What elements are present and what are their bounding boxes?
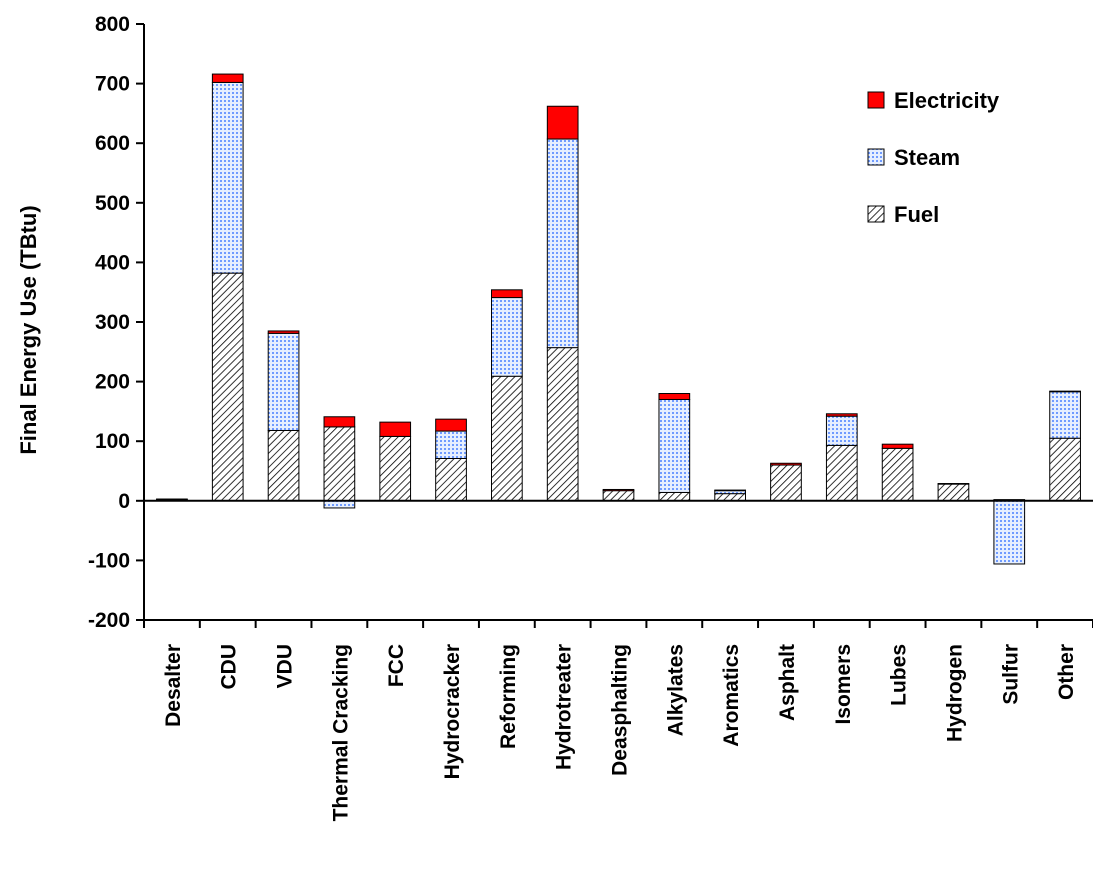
legend-label-electricity: Electricity [894, 88, 1000, 113]
bar-fuel-lubes [881, 447, 914, 502]
x-tick-label: Isomers [832, 644, 855, 725]
bar-fuel-reforming [491, 375, 523, 502]
legend-swatch-steam [867, 148, 885, 166]
plot-area: -200 -100 0 100 200 300 400 500 600 700 800 Desalte… [88, 13, 1093, 821]
x-tick-label: Asphalt [776, 644, 799, 721]
x-tick-label: Deasphalting [609, 644, 632, 776]
y-tick-label: 600 [95, 132, 130, 155]
bar-steam-isomers [825, 415, 858, 446]
y-tick-label: 100 [95, 430, 130, 453]
bar-steam-thermal-cracking [323, 500, 356, 509]
x-tick-label: Sulfur [999, 644, 1022, 705]
bar-fuel-isomers [825, 444, 858, 502]
bar-steam-alkylates [658, 398, 691, 493]
bar-steam-other [1049, 391, 1081, 439]
x-tick-label: FCC [385, 644, 408, 687]
legend: Electricity Steam Fuel [867, 88, 1000, 227]
bar-fuel-asphalt [770, 464, 802, 502]
legend-swatch-fuel [867, 205, 885, 223]
bar-electricity-isomers [825, 413, 858, 417]
x-tick-label: CDU [218, 644, 241, 690]
bar-fuel-hydrotreater [546, 347, 579, 502]
x-tick-label: Hydrogen [943, 644, 966, 742]
y-tick-label: 800 [95, 13, 130, 36]
y-tick-label: 400 [95, 251, 130, 274]
bar-fuel-hydrocracker [435, 457, 467, 502]
bar-electricity-fcc [379, 421, 412, 437]
bar-steam-reforming [491, 297, 523, 377]
bar-electricity-lubes [881, 443, 914, 449]
bar-fuel-hydrogen [937, 483, 970, 502]
bar-electricity-reforming [491, 289, 523, 299]
bar-fuel-other [1049, 437, 1081, 502]
y-tick-label: 500 [95, 192, 130, 215]
y-tick-label: 200 [95, 371, 130, 394]
bar-steam-hydrocracker [435, 430, 467, 459]
bar-fuel-deasphalting [602, 490, 635, 502]
legend-label-steam: Steam [894, 145, 960, 170]
x-tick-label: Hydrotreater [553, 644, 576, 770]
x-tick-label: Desalter [162, 644, 185, 727]
bar-electricity-aromatics [714, 489, 746, 492]
bar-electricity-deasphalting [602, 488, 635, 492]
bar-electricity-thermal-cracking [323, 416, 356, 428]
bar-electricity-hydrocracker [435, 418, 467, 432]
bar-steam-cdu [211, 81, 244, 274]
x-tick-label: Hydrocracker [441, 644, 464, 779]
bar-fuel-vdu [267, 429, 300, 502]
bar-electricity-vdu [267, 330, 300, 334]
x-tick-label: Lubes [888, 644, 911, 706]
bar-fuel-aromatics [714, 493, 746, 502]
bar-fuel-alkylates [658, 491, 691, 502]
y-axis-label: Final Energy Use (TBtu) [16, 205, 41, 454]
bar-fuel-cdu [211, 272, 244, 502]
x-tick-label: Other [1055, 644, 1078, 700]
legend-label-fuel: Fuel [894, 202, 939, 227]
bar-electricity-asphalt [770, 462, 802, 466]
bar-electricity-other [1049, 390, 1081, 393]
bar-steam-hydrotreater [546, 138, 579, 349]
bar-steam-sulfur [993, 500, 1026, 565]
bar-electricity-cdu [211, 73, 244, 83]
y-tick-label: -100 [88, 549, 130, 572]
x-tick-label: Thermal Cracking [329, 644, 352, 821]
bar-electricity-alkylates [658, 393, 691, 400]
bar-fuel-thermal-cracking [323, 426, 356, 502]
x-tick-label: Aromatics [720, 644, 743, 747]
y-tick-label: 0 [118, 490, 130, 513]
x-tick-label: Alkylates [664, 644, 687, 736]
y-tick-label: 300 [95, 311, 130, 334]
bar-electricity-hydrotreater [546, 105, 579, 140]
bar-fuel-fcc [379, 435, 412, 502]
bar-electricity-desalter [156, 498, 188, 501]
x-tick-label: Reforming [497, 644, 520, 749]
legend-swatch-electricity [867, 91, 885, 109]
y-tick-label: 700 [95, 73, 130, 96]
y-tick-label: -200 [88, 609, 130, 632]
bar-electricity-hydrogen [937, 483, 970, 485]
x-tick-label: VDU [274, 644, 297, 688]
bar-steam-vdu [267, 332, 300, 431]
